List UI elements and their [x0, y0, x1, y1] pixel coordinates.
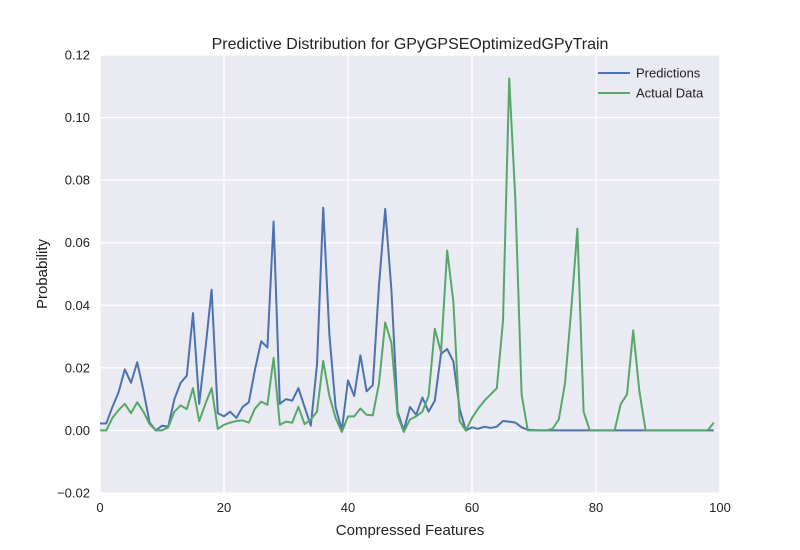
y-tick-label: −0.02 [57, 486, 90, 501]
legend-label: Actual Data [636, 86, 704, 101]
y-tick-label: 0.04 [65, 298, 90, 313]
x-axis-label: Compressed Features [336, 522, 484, 539]
x-tick-label: 0 [96, 500, 103, 515]
y-tick-label: 0.08 [65, 173, 90, 188]
x-tick-label: 60 [465, 500, 479, 515]
x-axis-ticks: 0 20 40 60 80 100 [96, 500, 730, 515]
y-tick-label: 0.12 [65, 48, 90, 63]
y-tick-label: 0.02 [65, 360, 90, 375]
x-tick-label: 100 [709, 500, 731, 515]
grid [99, 54, 721, 494]
chart-title: Predictive Distribution for GPyGPSEOptim… [212, 36, 609, 53]
legend: Predictions Actual Data [598, 66, 704, 101]
y-tick-label: 0.10 [65, 110, 90, 125]
x-tick-label: 80 [589, 500, 603, 515]
y-tick-label: 0.00 [65, 423, 90, 438]
plot-area [100, 55, 720, 493]
series-line-1 [100, 77, 715, 433]
y-axis-ticks: −0.02 0.00 0.02 0.04 0.06 0.08 0.10 0.12 [57, 48, 90, 501]
y-axis-label: Probability [34, 238, 51, 309]
series-layer [100, 77, 715, 433]
x-tick-label: 40 [341, 500, 355, 515]
y-tick-label: 0.06 [65, 235, 90, 250]
x-tick-label: 20 [217, 500, 231, 515]
legend-label: Predictions [636, 66, 701, 81]
